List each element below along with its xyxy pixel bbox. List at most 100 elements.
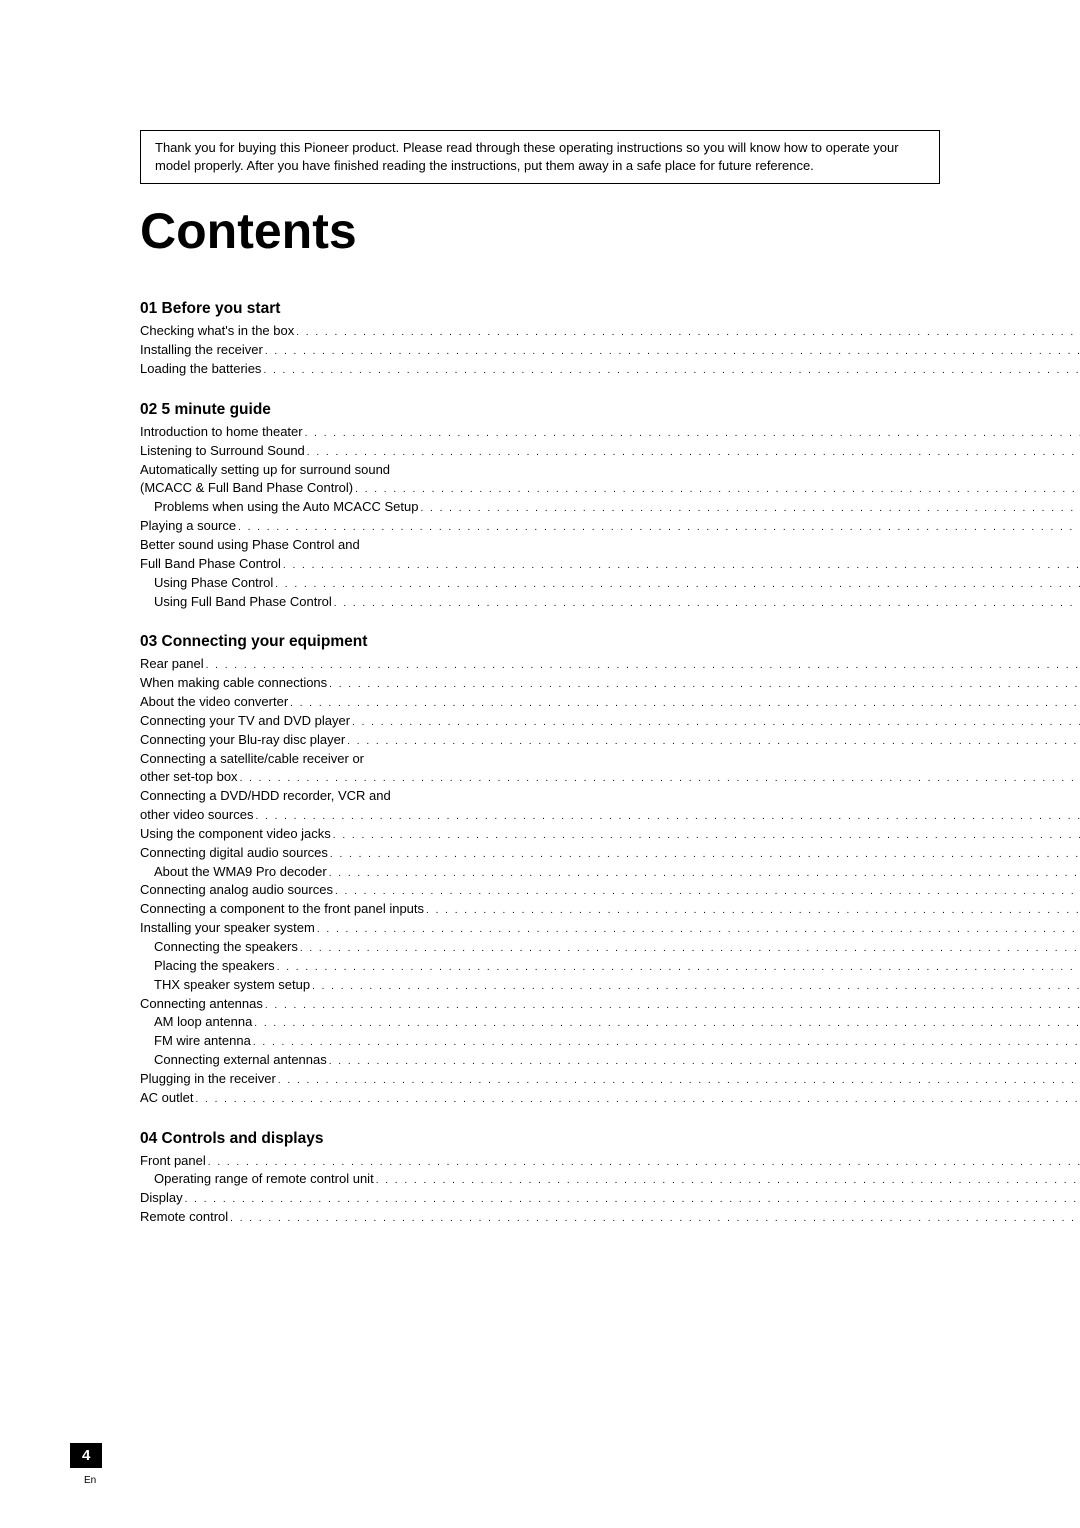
toc-label: Better sound using Phase Control and (140, 536, 360, 555)
toc-label: THX speaker system setup (154, 976, 310, 995)
toc-leader-dots (426, 900, 1080, 919)
toc-label: Listening to Surround Sound (140, 442, 305, 461)
toc-leader-dots (185, 1189, 1080, 1208)
toc-label: Placing the speakers (154, 957, 275, 976)
toc-label: Installing the receiver (140, 341, 263, 360)
toc-entry: Loading the batteries6 (140, 360, 1080, 379)
toc-entry: About the WMA9 Pro decoder17 (140, 863, 1080, 882)
toc-leader-dots (420, 498, 1080, 517)
toc-entry: When making cable connections13 (140, 674, 1080, 693)
toc-label: Connecting a satellite/cable receiver or (140, 750, 364, 769)
page-number-tab: 4 (70, 1443, 102, 1468)
toc-leader-dots (208, 1152, 1080, 1171)
toc-leader-dots (355, 479, 1080, 498)
toc-label: About the video converter (140, 693, 288, 712)
toc-label: Operating range of remote control unit (154, 1170, 374, 1189)
toc-entry: Connecting a component to the front pane… (140, 900, 1080, 919)
toc-label: Using the component video jacks (140, 825, 331, 844)
toc-leader-dots (265, 341, 1080, 360)
toc-leader-dots (254, 1013, 1080, 1032)
toc-label: Connecting external antennas (154, 1051, 327, 1070)
toc-section-heading: 03 Connecting your equipment (140, 633, 1080, 651)
toc-entry: Connecting the speakers19 (140, 938, 1080, 957)
toc-entry: Connecting digital audio sources17 (140, 844, 1080, 863)
toc-entry: Using Full Band Phase Control11 (140, 593, 1080, 612)
toc-leader-dots (253, 1032, 1080, 1051)
toc-label: Automatically setting up for surround so… (140, 461, 390, 480)
toc-leader-dots (263, 360, 1080, 379)
toc-label: Checking what's in the box (140, 322, 294, 341)
toc-leader-dots (206, 655, 1080, 674)
toc-leader-dots (296, 322, 1080, 341)
toc-label: FM wire antenna (154, 1032, 251, 1051)
toc-label: Loading the batteries (140, 360, 261, 379)
notice-text: Thank you for buying this Pioneer produc… (155, 140, 899, 173)
toc-leader-dots (376, 1170, 1080, 1189)
toc-leader-dots (278, 1070, 1080, 1089)
toc-entry: Installing your speaker system19 (140, 919, 1080, 938)
toc-entry: Remote control26 (140, 1208, 1080, 1227)
toc-label: Connecting your Blu-ray disc player (140, 731, 345, 750)
toc-label: Installing your speaker system (140, 919, 315, 938)
toc-leader-dots (333, 825, 1080, 844)
toc-label: Connecting a component to the front pane… (140, 900, 424, 919)
toc-entry: AM loop antenna21 (140, 1013, 1080, 1032)
toc-leader-dots (290, 693, 1080, 712)
toc-entry: Using Phase Control10 (140, 574, 1080, 593)
toc-leader-dots (277, 957, 1080, 976)
toc-left-column: 01 Before you startChecking what's in th… (140, 278, 1080, 1302)
toc-leader-dots (317, 919, 1080, 938)
toc-label: Connecting a DVD/HDD recorder, VCR and (140, 787, 391, 806)
toc-label: When making cable connections (140, 674, 327, 693)
toc-entry: Connecting a satellite/cable receiver or (140, 750, 1080, 769)
toc-entry: THX speaker system setup21 (140, 976, 1080, 995)
toc-label: Using Phase Control (154, 574, 273, 593)
toc-entry: Rear panel12 (140, 655, 1080, 674)
toc-entry: Operating range of remote control unit24 (140, 1170, 1080, 1189)
toc-label: Introduction to home theater (140, 423, 303, 442)
page-number: 4 (82, 1447, 90, 1464)
toc-section-heading: 04 Controls and displays (140, 1130, 1080, 1148)
toc-entry: FM wire antenna22 (140, 1032, 1080, 1051)
toc-entry: (MCACC & Full Band Phase Control)8 (140, 479, 1080, 498)
toc-label: other video sources (140, 806, 253, 825)
toc-leader-dots (329, 1051, 1080, 1070)
toc-entry: Display25 (140, 1189, 1080, 1208)
toc-label: Display (140, 1189, 183, 1208)
toc-label: Front panel (140, 1152, 206, 1171)
toc-label: Problems when using the Auto MCACC Setup (154, 498, 418, 517)
toc-leader-dots (352, 712, 1080, 731)
toc-leader-dots (307, 442, 1080, 461)
toc-entry: Connecting a DVD/HDD recorder, VCR and (140, 787, 1080, 806)
toc-columns: 01 Before you startChecking what's in th… (140, 278, 1010, 1302)
toc-label: (MCACC & Full Band Phase Control) (140, 479, 353, 498)
toc-label: Connecting your TV and DVD player (140, 712, 350, 731)
page-language: En (84, 1475, 96, 1486)
toc-label: Rear panel (140, 655, 204, 674)
toc-leader-dots (275, 574, 1080, 593)
toc-entry: Problems when using the Auto MCACC Setup… (140, 498, 1080, 517)
toc-leader-dots (329, 863, 1080, 882)
toc-leader-dots (312, 976, 1080, 995)
toc-entry: Front panel23 (140, 1152, 1080, 1171)
toc-label: Connecting analog audio sources (140, 881, 333, 900)
toc-leader-dots (230, 1208, 1080, 1227)
toc-leader-dots (347, 731, 1080, 750)
toc-entry: Connecting your Blu-ray disc player14 (140, 731, 1080, 750)
toc-leader-dots (300, 938, 1080, 957)
toc-label: Connecting digital audio sources (140, 844, 328, 863)
toc-entry: About the video converter13 (140, 693, 1080, 712)
toc-label: Connecting antennas (140, 995, 263, 1014)
toc-entry: other video sources16 (140, 806, 1080, 825)
toc-label: AC outlet (140, 1089, 193, 1108)
toc-leader-dots (195, 1089, 1080, 1108)
toc-leader-dots (240, 768, 1080, 787)
toc-entry: Connecting external antennas22 (140, 1051, 1080, 1070)
toc-entry: Connecting analog audio sources18 (140, 881, 1080, 900)
toc-entry: Connecting your TV and DVD player14 (140, 712, 1080, 731)
toc-entry: Placing the speakers20 (140, 957, 1080, 976)
toc-leader-dots (255, 806, 1080, 825)
toc-label: Remote control (140, 1208, 228, 1227)
toc-label: Playing a source (140, 517, 236, 536)
toc-leader-dots (335, 881, 1080, 900)
